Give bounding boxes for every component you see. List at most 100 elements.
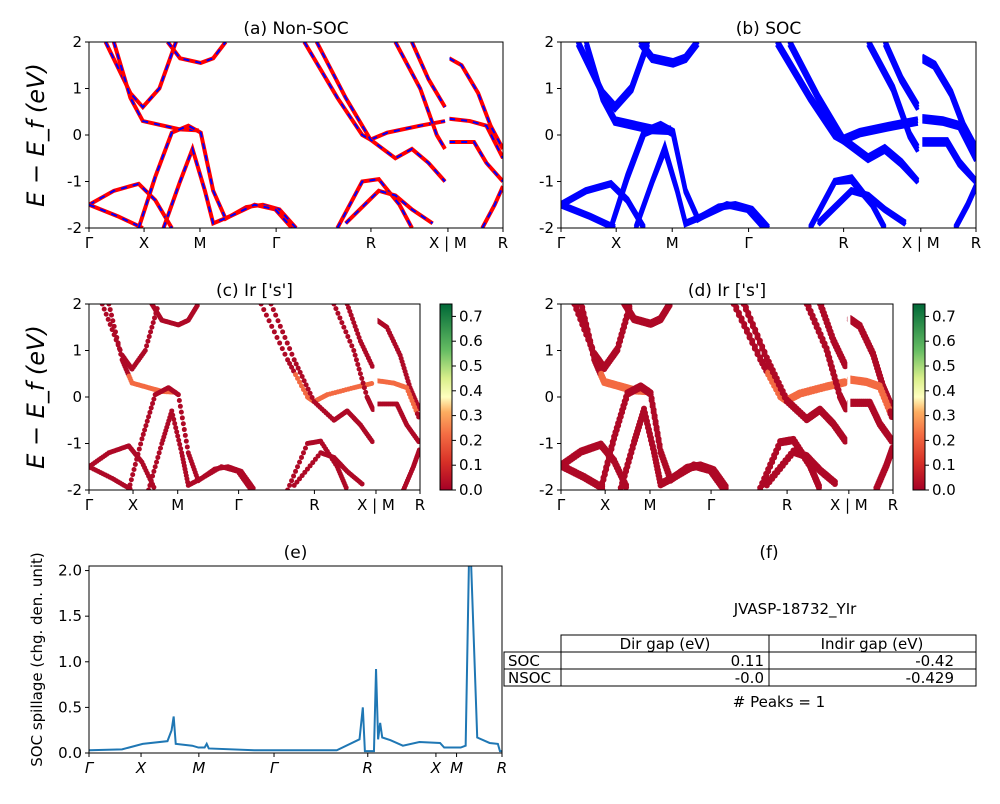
band-point xyxy=(182,432,188,438)
band-point xyxy=(303,382,309,388)
band-point xyxy=(356,366,362,372)
col-header-indir-gap: Indir gap (eV) xyxy=(821,635,924,653)
panel-b: (b) SOC -2 -1 0 1 2 Γ X M Γ R X | M R xyxy=(539,19,981,252)
band-point xyxy=(154,459,160,465)
band-point xyxy=(285,487,291,490)
x-tick-label: M xyxy=(193,234,206,252)
band-point xyxy=(177,403,183,409)
band-soc xyxy=(638,43,700,68)
colorbar-tick-label: 0.7 xyxy=(932,307,956,325)
band-point xyxy=(112,329,118,335)
x-tick-label: X xyxy=(600,496,610,514)
band-point xyxy=(150,473,156,479)
x-tick-label: R xyxy=(782,496,792,514)
panel-title-c: (c) Ir ['s'] xyxy=(216,281,293,301)
band-point xyxy=(297,459,303,465)
y-tick-label: 2 xyxy=(544,295,554,313)
band-point xyxy=(271,329,277,335)
row-label-soc: SOC xyxy=(508,652,540,670)
band-point xyxy=(131,467,137,473)
x-tick-label: M xyxy=(192,759,205,777)
x-tick-label: R xyxy=(838,234,848,252)
x-tick-label: R xyxy=(971,234,981,252)
colorbar-tick-label: 0.4 xyxy=(459,382,483,400)
band-point xyxy=(359,481,365,487)
col-header-dir-gap: Dir gap (eV) xyxy=(620,635,711,653)
soc-indir-gap: -0.42 xyxy=(915,652,954,670)
band-point xyxy=(287,361,293,367)
y-tick-label: -2 xyxy=(539,219,554,237)
band-point xyxy=(157,445,163,451)
band-point xyxy=(279,346,285,352)
band-point xyxy=(169,408,175,414)
band-point xyxy=(146,487,152,490)
band-soc xyxy=(867,42,920,148)
band-point xyxy=(291,357,297,363)
x-tick-label: X xyxy=(430,759,442,777)
band-point xyxy=(135,451,141,457)
band-point xyxy=(370,407,376,413)
band-point xyxy=(343,329,349,335)
x-tick-label: R xyxy=(888,496,898,514)
band-point xyxy=(769,459,776,466)
material-id: JVASP-18732_YIr xyxy=(733,600,857,619)
peaks-count: # Peaks = 1 xyxy=(733,693,825,711)
plot-area-a xyxy=(89,42,503,228)
band-point xyxy=(331,304,337,307)
band-point xyxy=(759,482,766,489)
band-point xyxy=(360,380,366,386)
band-point xyxy=(180,421,186,427)
band-soc xyxy=(922,142,976,185)
spillage-line xyxy=(89,566,502,753)
y-tick-label: 1.0 xyxy=(58,653,82,671)
band-point xyxy=(775,445,782,452)
band-point xyxy=(621,473,628,480)
x-tick-label: X | M xyxy=(902,234,940,252)
band-point xyxy=(134,456,140,462)
band-point xyxy=(608,446,615,453)
band-point xyxy=(297,369,303,375)
x-tick-label: R xyxy=(366,234,376,252)
band-nonsoc-dashed xyxy=(166,42,227,64)
band-point xyxy=(617,338,624,345)
nsoc-indir-gap: -0.429 xyxy=(906,669,954,687)
band-point xyxy=(178,409,184,415)
x-tick-label: M xyxy=(643,496,656,514)
x-tick-label: X xyxy=(139,234,149,252)
band-point xyxy=(767,463,774,470)
band-point xyxy=(293,468,299,474)
y-tick-label: 0 xyxy=(72,126,82,144)
band-point xyxy=(178,446,184,452)
band-point xyxy=(363,389,369,395)
band-point xyxy=(99,304,105,307)
band-point xyxy=(143,423,149,429)
band-point xyxy=(285,357,291,363)
band-nonsoc xyxy=(449,139,503,183)
panel-title-e: (e) xyxy=(284,543,308,563)
band-point xyxy=(142,427,148,433)
band-point xyxy=(107,307,113,313)
band-point xyxy=(151,468,157,474)
band-point xyxy=(194,304,200,309)
band-nonsoc-dashed xyxy=(449,140,503,183)
band-point xyxy=(607,451,614,458)
band-soc xyxy=(922,137,976,182)
band-point xyxy=(142,348,148,353)
band-point xyxy=(361,385,367,391)
x-tick-label: R xyxy=(415,496,425,514)
y-axis-label: SOC spillage (chg. den. unit) xyxy=(28,552,46,767)
y-tick-label: 2 xyxy=(544,33,554,51)
band-point xyxy=(109,312,115,318)
colorbar-tick-label: 0.6 xyxy=(932,332,956,350)
band-point xyxy=(302,390,308,396)
band-point xyxy=(369,439,375,445)
band-point xyxy=(352,352,358,358)
colorbar-tick-label: 0.3 xyxy=(459,407,483,425)
band-point xyxy=(357,371,363,377)
band-point xyxy=(305,386,311,392)
x-tick-label: R xyxy=(497,759,507,777)
band-point xyxy=(295,365,301,371)
band-point xyxy=(145,338,151,344)
band-point xyxy=(282,334,288,340)
